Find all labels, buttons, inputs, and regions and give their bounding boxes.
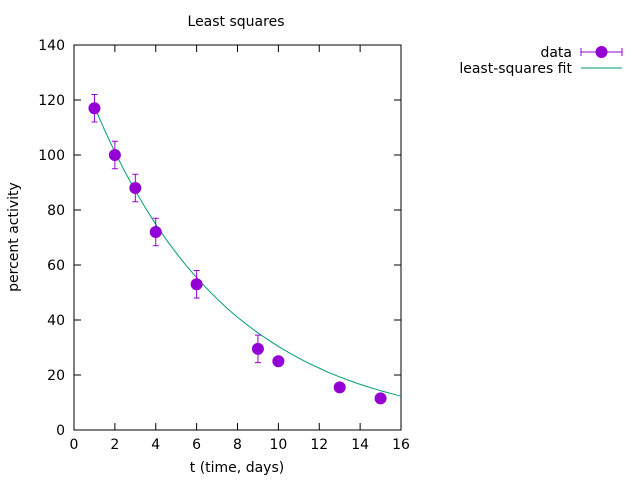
y-tick-label: 20 (47, 368, 65, 384)
x-tick-label: 12 (310, 437, 328, 453)
fit-line (93, 106, 402, 397)
y-tick-label: 100 (38, 148, 65, 164)
data-point (374, 392, 387, 405)
y-tick-label: 60 (47, 258, 65, 274)
y-tick-label: 80 (47, 203, 65, 219)
y-axis-label: percent activity (6, 182, 22, 292)
x-tick-label: 8 (233, 437, 242, 453)
data-point (129, 182, 142, 194)
data-point (88, 102, 101, 115)
x-axis-label: t (time, days) (190, 460, 284, 476)
y-tick-label: 120 (38, 93, 65, 109)
x-tick-label: 2 (110, 437, 119, 453)
x-tick-label: 16 (392, 437, 410, 453)
y-tick-label: 0 (56, 423, 65, 439)
x-tick-label: 4 (151, 437, 160, 453)
legend-label-fit: least-squares fit (459, 61, 572, 77)
x-tick-label: 14 (351, 437, 369, 453)
y-tick-label: 40 (47, 313, 65, 329)
y-tick-label: 140 (38, 38, 65, 54)
legend-marker-data (595, 46, 608, 58)
x-tick-label: 10 (269, 437, 287, 453)
legend-label-data: data (540, 45, 572, 61)
data-point (272, 355, 285, 368)
plot-area: 0 2 4 6 8 10 12 14 16 0 20 40 60 80 100 120 140 (38, 38, 410, 453)
data-point (251, 342, 264, 355)
data-point (108, 149, 121, 161)
plot-frame (73, 44, 402, 431)
data-point (149, 226, 162, 238)
data-point (190, 278, 203, 291)
data-point (333, 381, 346, 394)
chart-title: Least squares (188, 14, 285, 30)
x-tick-label: 6 (192, 437, 201, 453)
x-tick-label: 0 (70, 437, 79, 453)
